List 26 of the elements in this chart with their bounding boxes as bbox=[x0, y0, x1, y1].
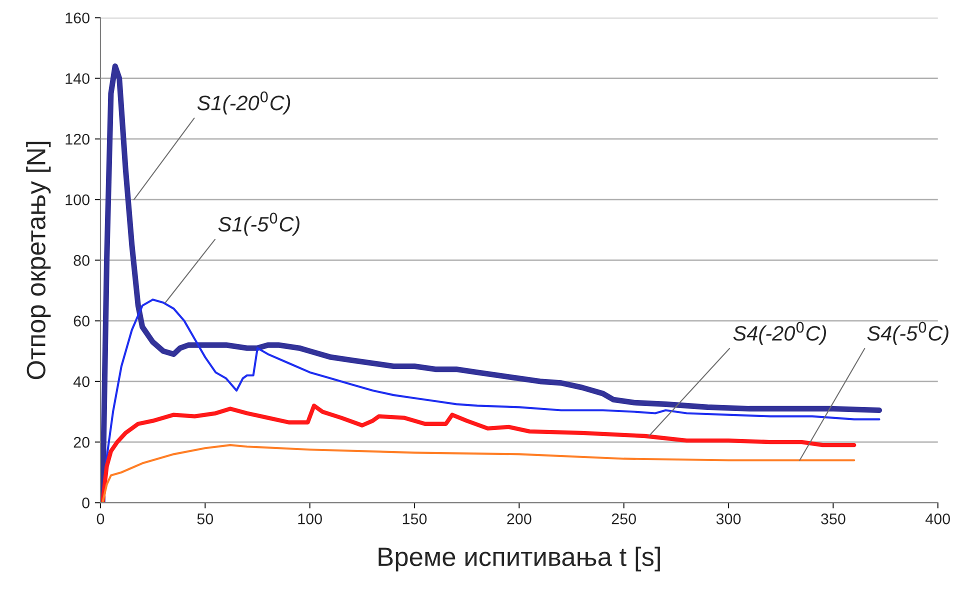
x-tick-label: 150 bbox=[402, 514, 427, 524]
annotation: S4(-20$^{0}$C) bbox=[733, 322, 826, 345]
x-axis-title: Време испитивања t [s] bbox=[378, 546, 660, 572]
y-tick-label: 20 bbox=[74, 436, 90, 448]
annotation: S4(-5$^{0}$C) bbox=[867, 322, 948, 345]
x-tick-label: 200 bbox=[507, 514, 532, 524]
y-tick-label: 80 bbox=[74, 255, 90, 266]
y-tick-label: 100 bbox=[66, 194, 90, 206]
y-tick-label: 160 bbox=[66, 12, 90, 24]
x-tick-label: 250 bbox=[612, 514, 636, 524]
line-series bbox=[100, 404, 856, 503]
y-tick-label: 120 bbox=[66, 134, 90, 145]
x-tick-label: 100 bbox=[298, 514, 322, 524]
y-tick-label: 140 bbox=[66, 73, 90, 84]
x-tick-label: 400 bbox=[925, 514, 950, 524]
x-tick-label: 50 bbox=[197, 514, 214, 524]
x-tick-label: 300 bbox=[716, 514, 741, 524]
y-tick-label: 60 bbox=[74, 316, 90, 326]
annotation: S1(-5$^{0}$C) bbox=[218, 212, 300, 236]
line-series bbox=[102, 444, 856, 503]
x-tick-label: 0 bbox=[96, 514, 104, 524]
y-axis-title: Отпор окретању [N] bbox=[26, 142, 51, 380]
y-tick-label: 40 bbox=[73, 376, 90, 388]
y-tick-label: 0 bbox=[82, 498, 90, 508]
x-tick-label: 350 bbox=[821, 514, 846, 524]
annotation: S1(-20$^{0}$C) bbox=[197, 91, 290, 114]
